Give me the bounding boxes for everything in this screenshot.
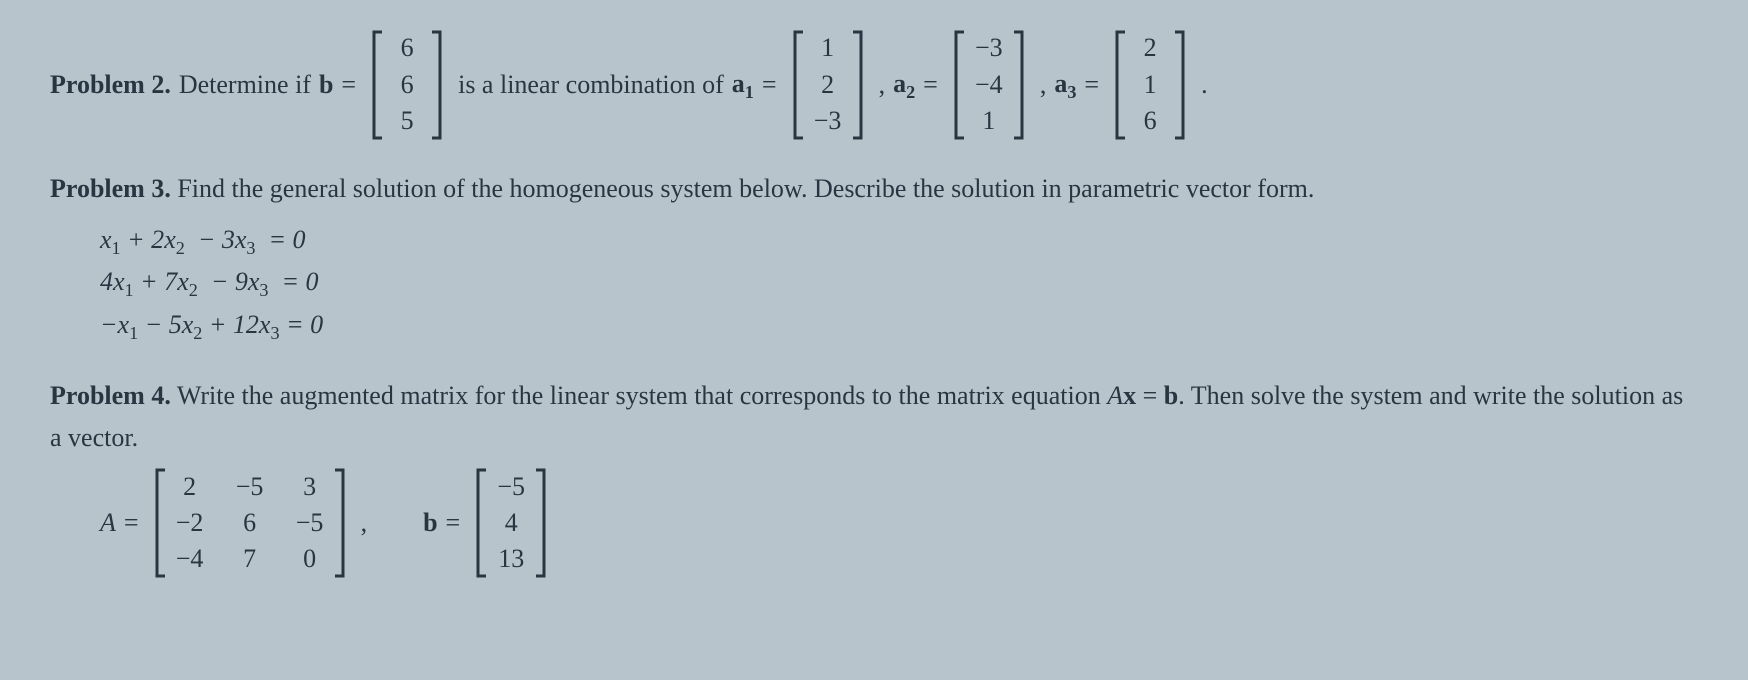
A22: 0 — [295, 541, 325, 577]
bracket-left-icon — [1113, 30, 1127, 140]
a1-vector: 1 2 −3 — [791, 30, 865, 140]
a1-0: 1 — [813, 30, 843, 66]
equals-b4: = — [446, 502, 461, 544]
b-vector: 6 6 5 — [370, 30, 444, 140]
a2-1: −4 — [974, 67, 1004, 103]
a2-0: −3 — [974, 30, 1004, 66]
problem-2-title: Problem 2. — [50, 64, 171, 106]
equals-1: = — [341, 64, 356, 106]
problem-4-title: Problem 4. — [50, 381, 171, 410]
eq2: 4x1 + 7x2 − 9x3 = 0 — [100, 262, 1698, 304]
A12: −5 — [295, 505, 325, 541]
eq3: −x1 − 5x2 + 12x3 = 0 — [100, 305, 1698, 347]
A11: 6 — [235, 505, 265, 541]
bracket-left-icon — [791, 30, 805, 140]
b4-1: 4 — [496, 505, 526, 541]
bracket-right-icon — [430, 30, 444, 140]
a1-1: 2 — [813, 67, 843, 103]
equals-2: = — [762, 64, 777, 106]
equals-A: = — [124, 502, 139, 544]
a3-2: 6 — [1135, 103, 1165, 139]
bracket-right-icon — [1012, 30, 1026, 140]
bracket-right-icon — [851, 30, 865, 140]
b-label: b — [319, 64, 333, 106]
b4-label: b — [423, 502, 437, 544]
A21: 7 — [235, 541, 265, 577]
a1-label: a1 — [732, 63, 754, 107]
problem-3-title: Problem 3. — [50, 174, 171, 203]
equals-4: = — [1084, 64, 1099, 106]
comma-4: , — [361, 502, 368, 544]
problem-4-text1: Write the augmented matrix for the linea… — [177, 381, 1101, 410]
a1-2: −3 — [813, 103, 843, 139]
A01: −5 — [235, 469, 265, 505]
eq1: x1 + 2x2 − 3x3 = 0 — [100, 220, 1698, 262]
comma-1: , — [879, 64, 886, 106]
problem-2-pre: Determine if — [179, 64, 311, 106]
A-var: A — [1107, 381, 1123, 410]
b-2: 5 — [392, 103, 422, 139]
period-2: . — [1201, 64, 1208, 106]
b4-0: −5 — [496, 469, 526, 505]
A00: 2 — [175, 469, 205, 505]
a3-label: a3 — [1054, 63, 1076, 107]
b4-2: 13 — [496, 541, 526, 577]
problem-4-text: Problem 4. Write the augmented matrix fo… — [50, 375, 1698, 458]
problem-3-equations: x1 + 2x2 − 3x3 = 0 4x1 + 7x2 − 9x3 = 0 −… — [100, 220, 1698, 347]
bracket-right-icon — [534, 468, 548, 578]
comma-2: , — [1040, 64, 1047, 106]
b4-vector: −5 4 13 — [474, 468, 548, 578]
bracket-left-icon — [474, 468, 488, 578]
b-0: 6 — [392, 30, 422, 66]
problem-3: Problem 3. Find the general solution of … — [50, 168, 1698, 347]
bracket-right-icon — [333, 468, 347, 578]
b-var: b — [1164, 381, 1178, 410]
A20: −4 — [175, 541, 205, 577]
bracket-left-icon — [952, 30, 966, 140]
problem-2-line: Problem 2. Determine if b = 6 6 5 is a l… — [50, 30, 1698, 140]
problem-2: Problem 2. Determine if b = 6 6 5 is a l… — [50, 30, 1698, 140]
bracket-left-icon — [153, 468, 167, 578]
problem-3-text: Find the general solution of the homogen… — [177, 174, 1314, 203]
a3-0: 2 — [1135, 30, 1165, 66]
b-1: 6 — [392, 67, 422, 103]
bracket-right-icon — [1173, 30, 1187, 140]
a2-label: a2 — [893, 63, 915, 107]
bracket-left-icon — [370, 30, 384, 140]
A-matrix: 2 −5 3 −2 6 −5 −4 7 0 — [153, 468, 347, 578]
a3-1: 1 — [1135, 67, 1165, 103]
problem-3-text-line: Problem 3. Find the general solution of … — [50, 168, 1698, 210]
A-label: A — [100, 502, 116, 544]
x-var: x — [1123, 381, 1136, 410]
problem-4: Problem 4. Write the augmented matrix fo… — [50, 375, 1698, 578]
equals-3: = — [923, 64, 938, 106]
problem-4-matrices: A = 2 −5 3 −2 6 −5 −4 7 0 — [100, 468, 1698, 578]
A10: −2 — [175, 505, 205, 541]
a2-vector: −3 −4 1 — [952, 30, 1026, 140]
a3-vector: 2 1 6 — [1113, 30, 1187, 140]
A02: 3 — [295, 469, 325, 505]
eq-sign: = — [1143, 381, 1158, 410]
problem-2-mid: is a linear combination of — [458, 64, 724, 106]
a2-2: 1 — [974, 103, 1004, 139]
